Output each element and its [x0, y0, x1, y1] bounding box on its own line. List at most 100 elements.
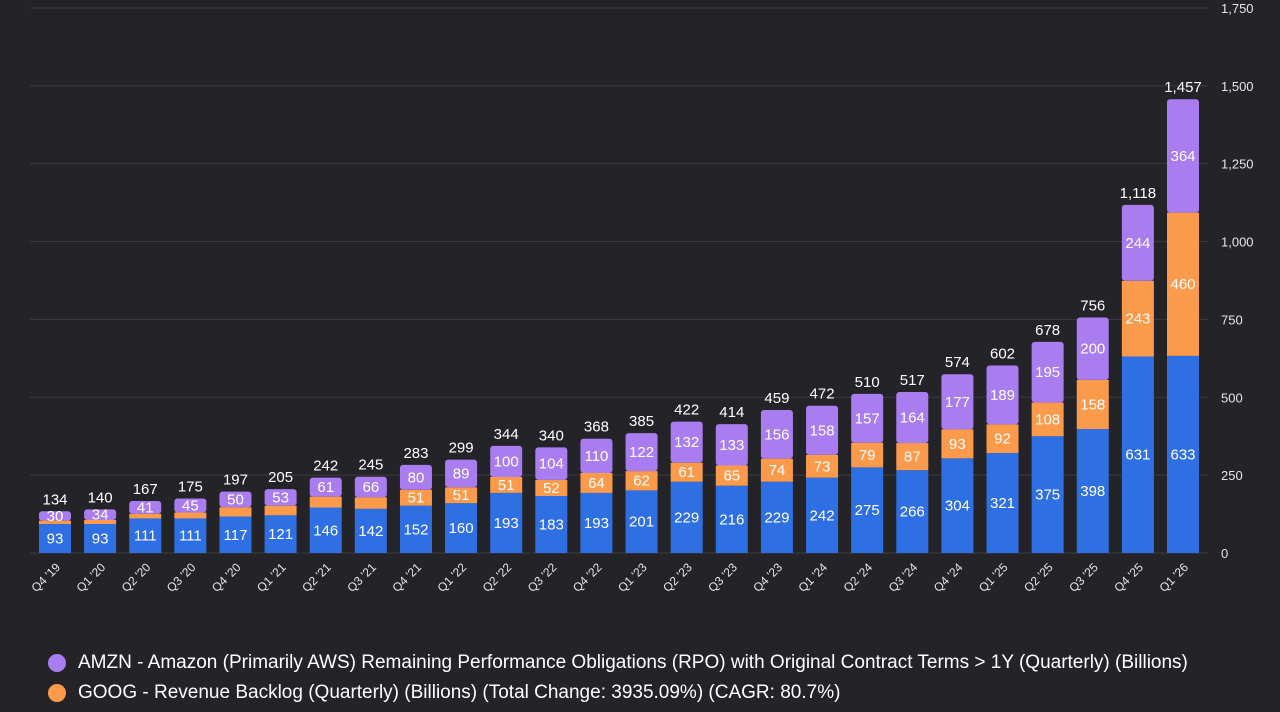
bar-base[interactable] — [1031, 436, 1064, 553]
bar-amzn[interactable] — [354, 476, 387, 498]
bar-base[interactable] — [399, 505, 432, 553]
bar-base[interactable] — [941, 458, 974, 553]
bar-goog-label: 65 — [723, 468, 740, 485]
bar-goog[interactable] — [1167, 212, 1199, 356]
bar-goog[interactable] — [174, 512, 207, 519]
bar-base[interactable] — [1121, 356, 1154, 553]
bar-amzn[interactable] — [1167, 99, 1199, 213]
bar-amzn[interactable] — [1076, 317, 1109, 380]
bar-base[interactable] — [264, 515, 297, 553]
bar-base[interactable] — [851, 467, 884, 553]
bar-amzn[interactable] — [445, 459, 478, 488]
x-tick-label: Q4 '22 — [570, 560, 605, 595]
bar-goog-label: 52 — [543, 480, 560, 497]
bar-amzn[interactable] — [715, 424, 748, 466]
bar-amzn[interactable] — [39, 511, 71, 521]
bar-amzn[interactable] — [580, 438, 613, 473]
bar-base[interactable] — [84, 524, 117, 553]
bar-goog[interactable] — [625, 471, 658, 491]
bar-base[interactable] — [129, 518, 162, 553]
bar-total-label: 510 — [855, 374, 880, 391]
bar-goog[interactable] — [941, 429, 974, 459]
bar-goog-label: 93 — [949, 436, 966, 453]
bar-goog[interactable] — [670, 462, 703, 482]
y-tick-label: 750 — [1221, 312, 1243, 327]
bar-goog[interactable] — [445, 487, 478, 504]
bar-total-label: 368 — [584, 419, 609, 436]
bar-amzn[interactable] — [670, 421, 703, 463]
bar-base[interactable] — [445, 503, 478, 553]
bar-amzn[interactable] — [806, 405, 839, 455]
bar-base-label: 375 — [1035, 487, 1060, 504]
bar-goog[interactable] — [219, 507, 252, 517]
bar-base[interactable] — [174, 518, 207, 553]
bar-amzn[interactable] — [941, 374, 974, 430]
bar-goog-label: 74 — [769, 462, 786, 479]
bar-goog[interactable] — [580, 472, 613, 493]
bar-goog[interactable] — [806, 454, 839, 478]
bar-base[interactable] — [490, 492, 523, 553]
bar-goog[interactable] — [39, 520, 71, 525]
bar-amzn[interactable] — [760, 410, 793, 459]
bar-total-label: 602 — [990, 346, 1015, 363]
bar-goog-label: 87 — [904, 449, 921, 466]
bar-goog[interactable] — [354, 497, 387, 509]
legend-item-goog[interactable]: GOOG - Revenue Backlog (Quarterly) (Bill… — [48, 678, 1258, 708]
bar-goog[interactable] — [309, 496, 342, 508]
bar-goog[interactable] — [1076, 379, 1109, 430]
bar-total-label: 1,457 — [1164, 79, 1202, 96]
bar-base[interactable] — [806, 477, 839, 553]
bar-amzn[interactable] — [1121, 204, 1154, 281]
bar-goog[interactable] — [1121, 280, 1154, 357]
legend-item-amzn[interactable]: AMZN - Amazon (Primarily AWS) Remaining … — [48, 648, 1258, 678]
bar-base[interactable] — [219, 516, 252, 553]
bar-amzn[interactable] — [851, 393, 884, 443]
bar-base[interactable] — [1167, 355, 1199, 553]
bar-base[interactable] — [580, 492, 613, 553]
bar-goog-label: 158 — [1080, 396, 1105, 413]
bar-goog[interactable] — [986, 424, 1019, 454]
bar-base[interactable] — [896, 470, 929, 553]
bar-goog[interactable] — [535, 479, 568, 497]
bar-goog[interactable] — [129, 513, 162, 519]
bar-base-label: 160 — [449, 520, 474, 537]
bar-base[interactable] — [986, 453, 1019, 553]
bar-goog[interactable] — [1031, 402, 1064, 437]
bar-amzn[interactable] — [309, 477, 342, 497]
bar-total-label: 1,118 — [1120, 185, 1156, 202]
bar-amzn[interactable] — [84, 509, 117, 520]
bar-goog[interactable] — [490, 477, 523, 493]
bar-goog[interactable] — [851, 442, 884, 468]
bar-amzn[interactable] — [986, 365, 1019, 425]
bar-base[interactable] — [309, 507, 342, 553]
bar-amzn[interactable] — [896, 391, 929, 444]
bar-total-label: 459 — [764, 390, 789, 407]
bar-goog[interactable] — [264, 505, 297, 516]
bar-amzn[interactable] — [129, 500, 162, 514]
bar-base[interactable] — [39, 524, 71, 553]
bar-base[interactable] — [715, 485, 748, 553]
bar-amzn[interactable] — [264, 489, 297, 506]
bar-base[interactable] — [1076, 429, 1109, 553]
bar-amzn-label: 158 — [810, 422, 835, 439]
bar-amzn[interactable] — [399, 464, 432, 490]
x-tick-label: Q1 '26 — [1156, 560, 1191, 595]
bar-base[interactable] — [760, 481, 793, 553]
bar-base[interactable] — [625, 490, 658, 553]
bar-amzn[interactable] — [535, 447, 568, 480]
bar-goog[interactable] — [399, 489, 432, 506]
bar-goog[interactable] — [896, 443, 929, 471]
bar-amzn[interactable] — [174, 498, 207, 513]
bar-amzn[interactable] — [219, 491, 252, 508]
bar-base[interactable] — [535, 496, 568, 553]
bar-goog[interactable] — [760, 458, 793, 482]
bar-base-label: 117 — [224, 527, 248, 544]
bar-goog[interactable] — [84, 519, 117, 525]
bar-amzn[interactable] — [490, 445, 523, 478]
bar-goog[interactable] — [715, 465, 748, 486]
bar-amzn[interactable] — [625, 433, 658, 472]
x-axis: Q4 '19 Q1 '20 Q2 '20 Q3 '20 Q4 '20 Q1 '21 Q2 '… — [28, 560, 1191, 595]
bar-amzn[interactable] — [1031, 341, 1064, 403]
bar-base[interactable] — [354, 508, 387, 553]
bar-base[interactable] — [670, 481, 703, 553]
